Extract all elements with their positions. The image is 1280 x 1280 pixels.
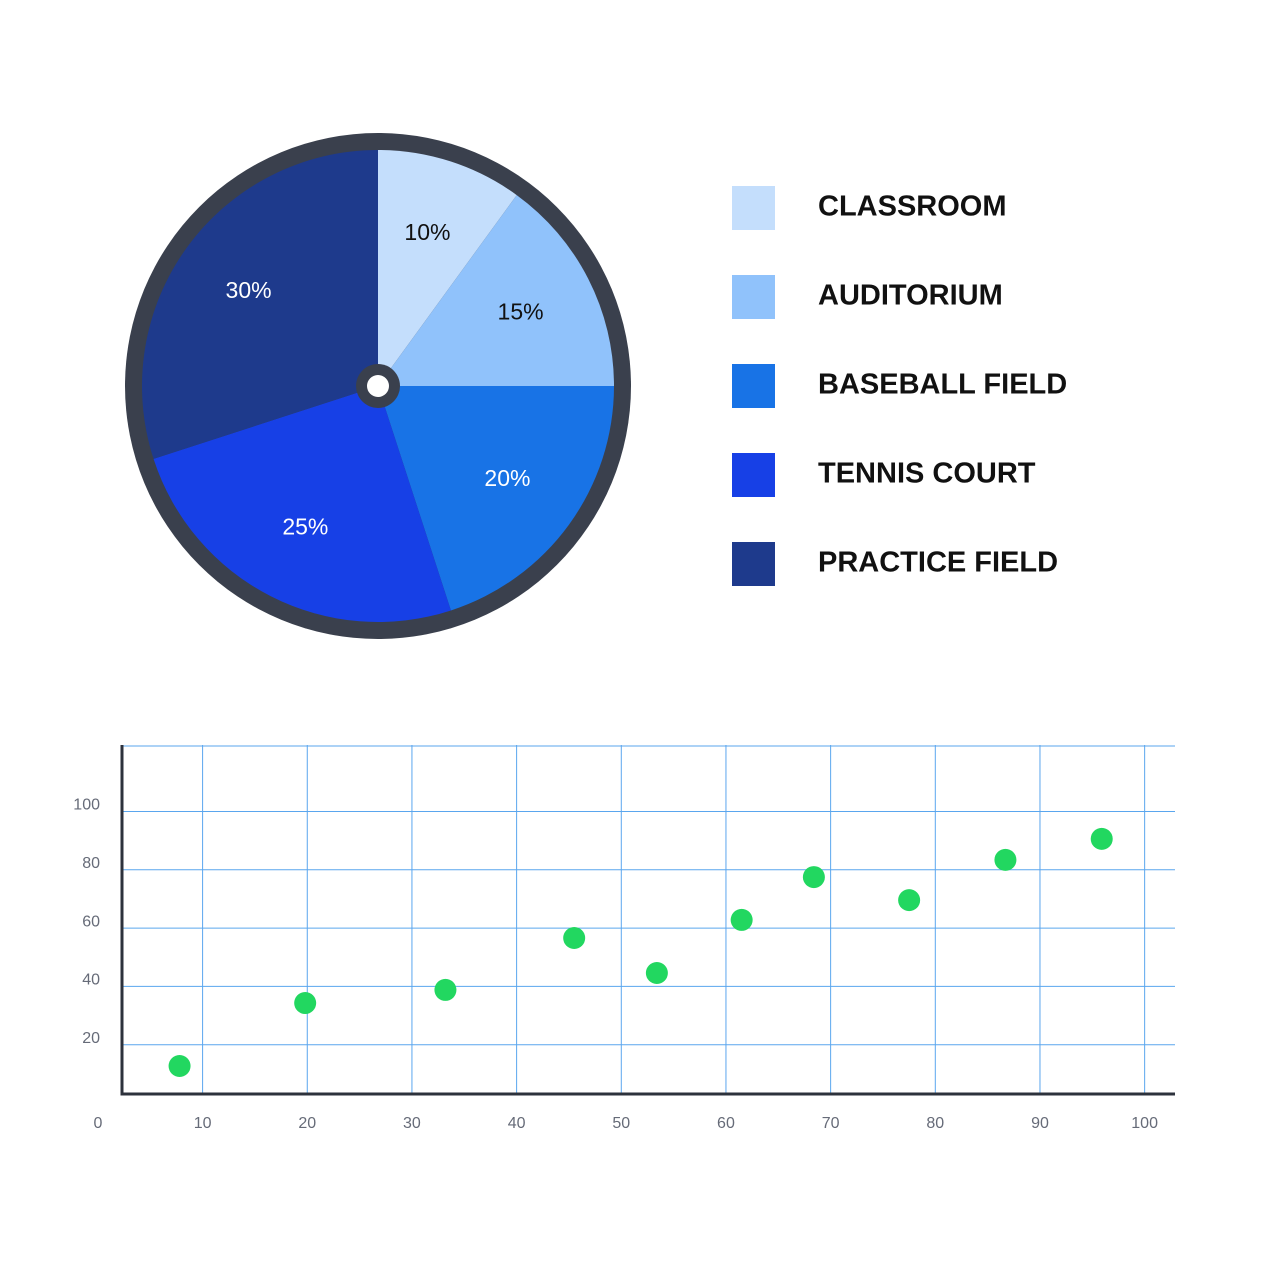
point	[1090, 827, 1113, 850]
point	[898, 889, 921, 912]
x-tick-label: 0	[93, 1115, 102, 1132]
y-tick-label: 40	[82, 972, 100, 989]
point	[730, 908, 753, 931]
y-tick-label: 20	[82, 1030, 100, 1047]
pie-slice	[378, 195, 614, 386]
x-tick-label: 20	[298, 1115, 316, 1132]
point	[802, 866, 825, 889]
legend-swatch	[732, 275, 775, 319]
x-tick-label: 100	[1131, 1115, 1158, 1132]
pie-slice	[378, 386, 614, 611]
x-tick-label: 90	[1031, 1115, 1049, 1132]
point	[563, 927, 586, 950]
x-tick-label: 30	[403, 1115, 421, 1132]
pie-slice	[141, 150, 378, 459]
slice-label: 15%	[498, 298, 544, 324]
x-tick-label: 10	[194, 1115, 212, 1132]
legend-label: TENNIS COURT	[818, 458, 1036, 490]
pie-slice	[153, 386, 451, 622]
x-tick-label: 80	[926, 1115, 944, 1132]
point	[294, 992, 317, 1015]
legend-label: PRACTICE FIELD	[818, 547, 1058, 579]
slice-label: 25%	[282, 514, 328, 540]
x-tick-label: 70	[822, 1115, 840, 1132]
pie-hub-hole	[367, 375, 389, 397]
slice-label: 20%	[484, 465, 530, 491]
x-tick-label: 50	[612, 1115, 630, 1132]
legend-swatch	[732, 453, 775, 497]
axis	[120, 745, 1175, 1096]
point	[994, 848, 1017, 871]
x-tick-label: 60	[717, 1115, 735, 1132]
x-tick-label: 40	[508, 1115, 526, 1132]
y-tick-label: 80	[82, 855, 100, 872]
legend-swatch	[732, 364, 775, 408]
slice-label: 30%	[226, 277, 272, 303]
legend-label: CLASSROOM	[818, 191, 1007, 223]
legend-swatch	[732, 542, 775, 586]
point	[168, 1055, 191, 1078]
pie-slice	[378, 150, 517, 386]
y-tick-label: 100	[73, 797, 100, 814]
legend-label: AUDITORIUM	[818, 280, 1003, 312]
point	[645, 962, 668, 985]
slice-label: 10%	[404, 219, 450, 245]
pie: 10% CLASSROOM 15% AUDITORIUM 20% BASEBALL FIE…	[141, 150, 1067, 622]
legend-swatch	[732, 186, 775, 230]
legend-label: BASEBALL FIELD	[818, 369, 1067, 401]
point	[434, 978, 457, 1001]
y-tick-label: 60	[82, 913, 100, 930]
scatter: 20 40 60 80 100 0 10 20 30 40 50 60 70 80 90 100	[73, 745, 1175, 1132]
